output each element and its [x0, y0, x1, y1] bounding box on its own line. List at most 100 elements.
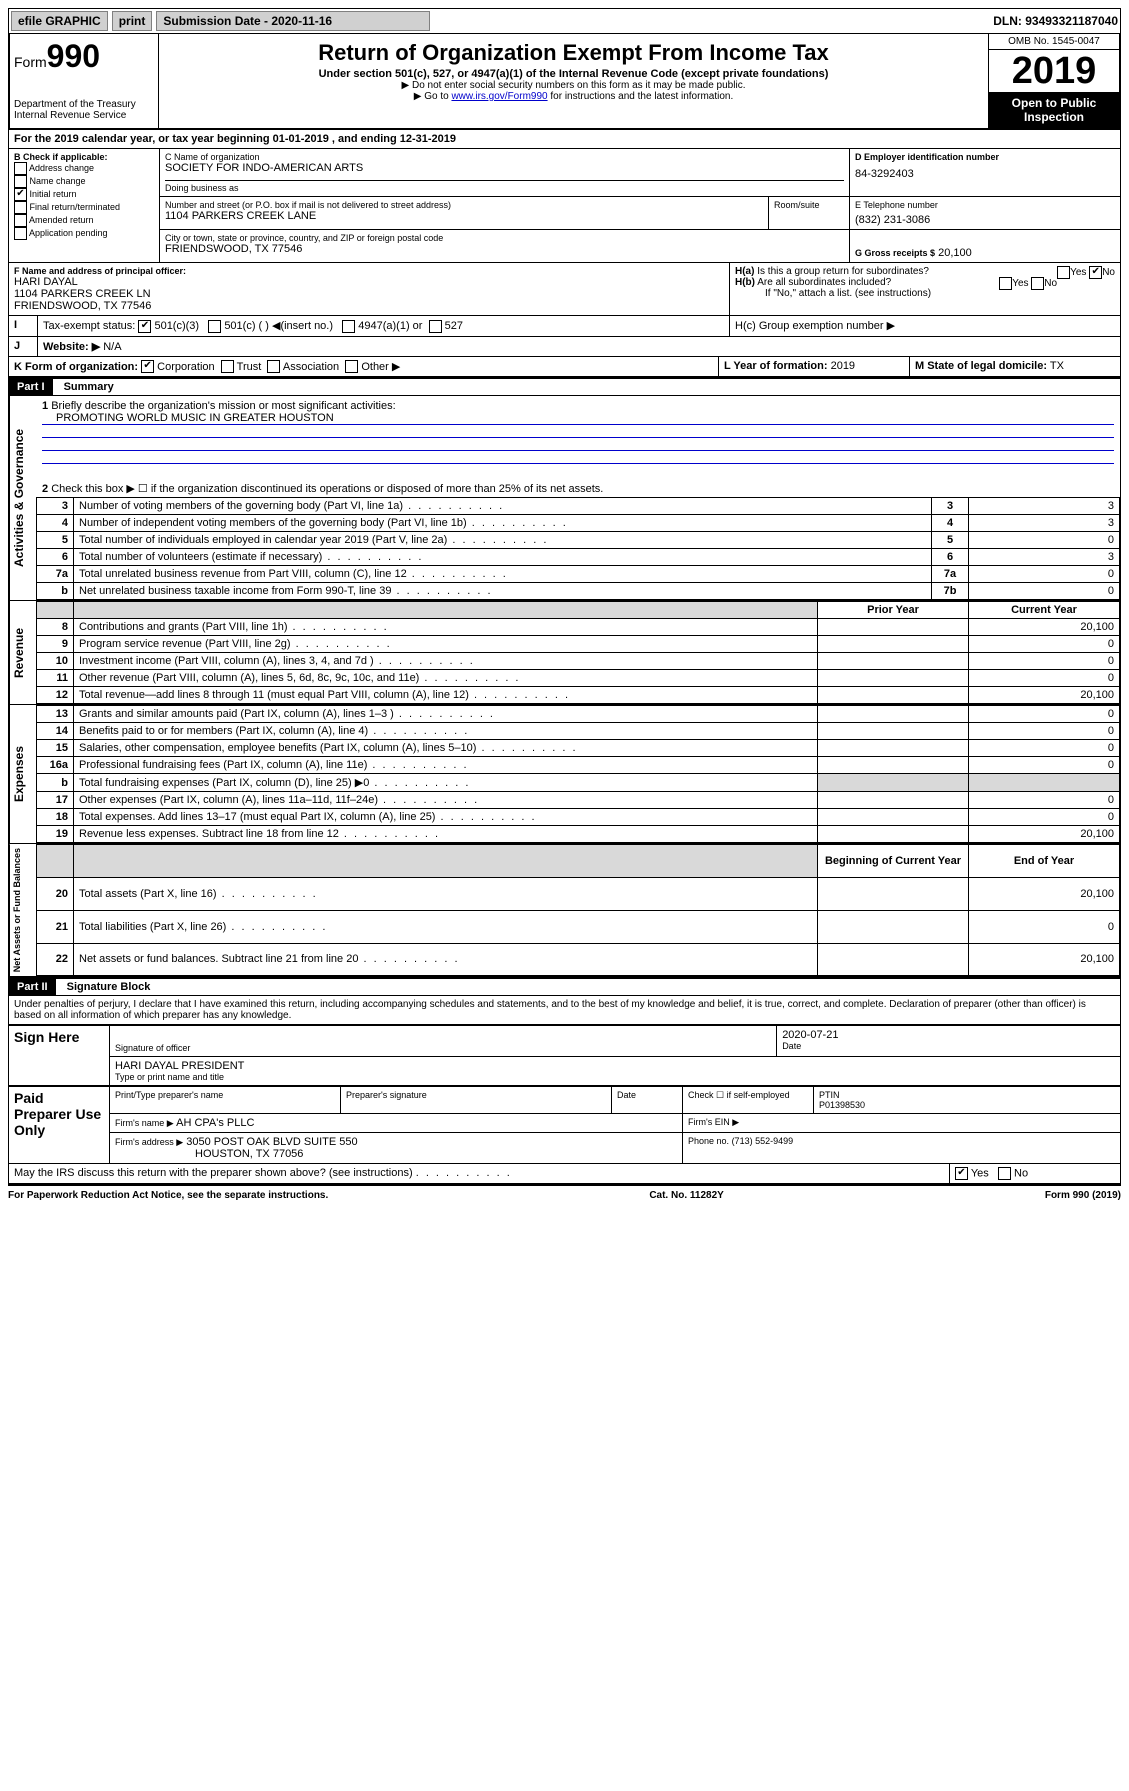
table-row: 14Benefits paid to or for members (Part … — [37, 723, 1120, 740]
box-d-label: D Employer identification number — [855, 152, 1115, 162]
firm-phone: (713) 552-9499 — [732, 1136, 794, 1146]
table-row: 20Total assets (Part X, line 16)20,100 — [37, 877, 1120, 910]
room-label: Room/suite — [774, 200, 844, 210]
table-row: 18Total expenses. Add lines 13–17 (must … — [37, 809, 1120, 826]
cb-4947[interactable] — [342, 320, 355, 333]
box-b-item[interactable]: Name change — [14, 175, 154, 188]
sig-date-value: 2020-07-21 — [782, 1029, 1115, 1041]
box-k-label: K Form of organization: — [14, 361, 138, 373]
org-name: SOCIETY FOR INDO-AMERICAN ARTS — [165, 162, 844, 174]
ptin-label: PTIN — [819, 1090, 1115, 1100]
website-value: N/A — [103, 341, 121, 353]
box-b-item[interactable]: Application pending — [14, 227, 154, 240]
city-label: City or town, state or province, country… — [165, 233, 844, 243]
h-note: If "No," attach a list. (see instruction… — [735, 288, 1115, 299]
tax-exempt-label: Tax-exempt status: — [43, 320, 135, 332]
mission-text: PROMOTING WORLD MUSIC IN GREATER HOUSTON — [42, 412, 334, 424]
box-b-item[interactable]: Address change — [14, 162, 154, 175]
cb-assoc[interactable] — [267, 360, 280, 373]
table-row: 6Total number of volunteers (estimate if… — [37, 549, 1120, 566]
cb-trust[interactable] — [221, 360, 234, 373]
table-row: 16aProfessional fundraising fees (Part I… — [37, 757, 1120, 774]
page-footer: For Paperwork Reduction Act Notice, see … — [8, 1186, 1121, 1205]
discuss-yes[interactable] — [955, 1167, 968, 1180]
vert-activities: Activities & Governance — [9, 396, 36, 600]
dln: DLN: 93493321187040 — [993, 14, 1118, 28]
part2-header: Part II — [9, 979, 56, 995]
table-row: 17Other expenses (Part IX, column (A), l… — [37, 792, 1120, 809]
cb-other[interactable] — [345, 360, 358, 373]
box-b-item[interactable]: Amended return — [14, 214, 154, 227]
table-header-row: Beginning of Current YearEnd of Year — [37, 845, 1120, 878]
table-row: 4Number of independent voting members of… — [37, 515, 1120, 532]
irs-link[interactable]: www.irs.gov/Form990 — [451, 91, 547, 102]
print-btn[interactable]: print — [112, 11, 153, 31]
table-row: 13Grants and similar amounts paid (Part … — [37, 706, 1120, 723]
paid-preparer: Paid Preparer Use Only — [9, 1087, 110, 1164]
top-bar: efile GRAPHIC print Submission Date - 20… — [8, 8, 1121, 34]
h-c: H(c) Group exemption number ▶ — [735, 320, 895, 332]
discuss-no[interactable] — [998, 1167, 1011, 1180]
firm-ein: Firm's EIN ▶ — [683, 1114, 1121, 1133]
table-row: 7aTotal unrelated business revenue from … — [37, 566, 1120, 583]
box-b-item[interactable]: Final return/terminated — [14, 201, 154, 214]
box-g-label: G Gross receipts $ — [855, 248, 935, 258]
sign-here: Sign Here — [9, 1026, 110, 1086]
box-b-item[interactable]: Initial return — [14, 188, 154, 201]
sig-officer-label: Signature of officer — [115, 1043, 771, 1053]
self-employed: Check ☐ if self-employed — [683, 1087, 814, 1114]
officer-printed: HARI DAYAL PRESIDENT — [115, 1060, 1115, 1072]
ein-value: 84-3292403 — [855, 168, 1115, 180]
vert-expenses: Expenses — [9, 705, 36, 843]
table-row: 3Number of voting members of the governi… — [37, 498, 1120, 515]
form-title: Return of Organization Exempt From Incom… — [163, 40, 984, 66]
table-header-row: Prior YearCurrent Year — [37, 602, 1120, 619]
box-b-label: B Check if applicable: — [14, 152, 154, 162]
h-a: H(a) Is this a group return for subordin… — [735, 266, 1115, 277]
l2-text: Check this box ▶ ☐ if the organization d… — [51, 483, 603, 495]
table-row: 11Other revenue (Part VIII, column (A), … — [37, 670, 1120, 687]
line-i: I — [9, 316, 38, 336]
table-row: bTotal fundraising expenses (Part IX, co… — [37, 774, 1120, 792]
omb-number: OMB No. 1545-0047 — [989, 34, 1119, 50]
prep-date-label: Date — [612, 1087, 683, 1114]
cb-527[interactable] — [429, 320, 442, 333]
table-row: 15Salaries, other compensation, employee… — [37, 740, 1120, 757]
officer-addr2: FRIENDSWOOD, TX 77546 — [14, 300, 724, 312]
table-row: 10Investment income (Part VIII, column (… — [37, 653, 1120, 670]
cb-501c3[interactable] — [138, 320, 151, 333]
cb-corp[interactable] — [141, 360, 154, 373]
box-c-name-label: C Name of organization — [165, 152, 844, 162]
tax-year: 2019 — [989, 50, 1119, 92]
firm-city: HOUSTON, TX 77056 — [115, 1148, 303, 1160]
phone-value: (832) 231-3086 — [855, 214, 1115, 226]
form-header: Form990 Department of the Treasury Inter… — [8, 34, 1121, 130]
firm-address: 3050 POST OAK BLVD SUITE 550 — [186, 1136, 357, 1148]
open-inspection: Open to PublicInspection — [989, 92, 1119, 128]
officer-name: HARI DAYAL — [14, 276, 724, 288]
dept-treasury: Department of the Treasury Internal Reve… — [14, 99, 154, 121]
line-j: J — [9, 337, 38, 356]
firm-name: AH CPA's PLLC — [176, 1117, 254, 1129]
note-link: ▶ Go to www.irs.gov/Form990 for instruct… — [163, 91, 984, 102]
table-row: 12Total revenue—add lines 8 through 11 (… — [37, 687, 1120, 704]
prep-sig-label: Preparer's signature — [341, 1087, 612, 1114]
street-address: 1104 PARKERS CREEK LANE — [165, 210, 763, 222]
table-row: 19Revenue less expenses. Subtract line 1… — [37, 826, 1120, 843]
addr-label: Number and street (or P.O. box if mail i… — [165, 200, 763, 210]
ptin-value: P01398530 — [819, 1100, 1115, 1110]
form-subtitle: Under section 501(c), 527, or 4947(a)(1)… — [163, 68, 984, 80]
submission-date: Submission Date - 2020-11-16 — [156, 11, 430, 31]
box-f-label: F Name and address of principal officer: — [14, 266, 724, 276]
perjury-text: Under penalties of perjury, I declare th… — [8, 996, 1121, 1025]
note-ssn: ▶ Do not enter social security numbers o… — [163, 80, 984, 91]
cb-501c[interactable] — [208, 320, 221, 333]
city-value: FRIENDSWOOD, TX 77546 — [165, 243, 844, 255]
table-row: 9Program service revenue (Part VIII, lin… — [37, 636, 1120, 653]
efile-btn[interactable]: efile GRAPHIC — [11, 11, 108, 31]
type-name-label: Type or print name and title — [115, 1072, 1115, 1082]
line-a: For the 2019 calendar year, or tax year … — [8, 130, 1121, 149]
part2-title: Signature Block — [59, 981, 151, 993]
prep-name-label: Print/Type preparer's name — [110, 1087, 341, 1114]
year-formation: 2019 — [831, 360, 855, 372]
